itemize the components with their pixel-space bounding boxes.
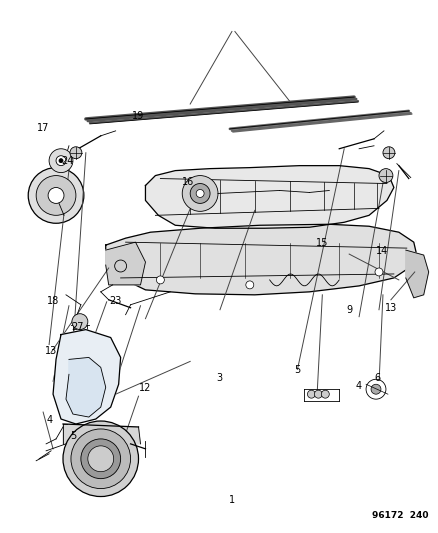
Text: 13: 13 [45,346,57,356]
Circle shape [63,421,138,497]
Circle shape [59,159,63,163]
Text: 19: 19 [132,110,145,120]
Circle shape [196,190,204,197]
Circle shape [366,379,386,399]
Circle shape [49,149,73,173]
Circle shape [379,168,393,182]
Text: 9: 9 [346,305,353,315]
Text: 3: 3 [216,373,222,383]
Polygon shape [145,166,394,228]
Text: 27: 27 [71,322,84,333]
Text: 96172  240: 96172 240 [372,511,429,520]
Circle shape [375,268,383,276]
Text: 24: 24 [61,156,74,166]
Circle shape [383,147,395,159]
Text: 15: 15 [316,238,329,248]
Text: 18: 18 [46,296,59,306]
Polygon shape [63,424,141,444]
Circle shape [321,390,329,398]
Text: 16: 16 [182,177,194,187]
Circle shape [72,314,88,329]
Text: 1: 1 [229,495,235,505]
Circle shape [307,390,315,398]
Text: 5: 5 [70,431,76,441]
Circle shape [190,183,210,204]
Text: 5: 5 [294,365,300,375]
Circle shape [56,156,66,166]
Circle shape [371,384,381,394]
Circle shape [81,439,120,479]
Circle shape [48,188,64,204]
Circle shape [36,175,76,215]
Circle shape [182,175,218,212]
Polygon shape [53,329,120,424]
Text: 6: 6 [375,373,381,383]
Text: 12: 12 [139,383,151,393]
Polygon shape [106,224,417,295]
Text: 4: 4 [46,415,52,425]
Text: 13: 13 [385,303,397,313]
Text: 23: 23 [109,296,122,306]
Circle shape [246,281,254,289]
Circle shape [88,446,114,472]
Circle shape [28,168,84,223]
Polygon shape [66,358,106,417]
Circle shape [71,429,131,489]
Text: 4: 4 [355,381,361,391]
Circle shape [156,276,164,284]
Text: 14: 14 [376,246,389,256]
Circle shape [70,147,82,159]
Polygon shape [106,242,145,285]
Text: 17: 17 [36,123,49,133]
Polygon shape [406,250,429,298]
Circle shape [314,390,322,398]
